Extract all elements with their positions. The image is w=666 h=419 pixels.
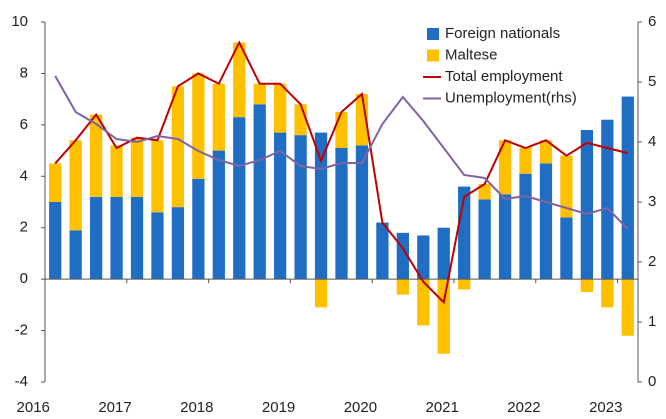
x-tick-label: 2019 — [262, 399, 295, 416]
y-tick-label: 6 — [20, 116, 28, 133]
x-tick-label: 2017 — [98, 399, 131, 416]
bar — [417, 235, 430, 280]
bar — [437, 227, 450, 280]
bar — [49, 202, 62, 280]
bar — [274, 83, 287, 133]
bar — [69, 140, 82, 231]
bar — [560, 217, 573, 280]
y-tick-label: 4 — [20, 167, 28, 184]
y2-tick-label: 5 — [648, 73, 656, 90]
bar — [478, 199, 491, 280]
bar — [151, 212, 164, 280]
y-tick-label: 8 — [20, 64, 28, 81]
bar — [274, 132, 287, 280]
bar — [335, 148, 348, 280]
y-tick-label: 10 — [11, 13, 28, 30]
bar — [580, 130, 594, 280]
bar — [130, 196, 144, 280]
bar — [498, 140, 512, 195]
bar — [171, 86, 185, 208]
bar — [69, 230, 82, 280]
bar — [294, 135, 307, 280]
y-tick-label: 0 — [20, 270, 28, 287]
bar — [314, 132, 328, 280]
bar — [498, 194, 512, 280]
bar — [519, 148, 532, 174]
bar — [355, 94, 369, 146]
bar — [437, 279, 450, 354]
x-tick-label: 2023 — [589, 399, 622, 416]
bar — [601, 119, 614, 280]
y2-tick-label: 2 — [648, 253, 656, 270]
bar — [396, 279, 409, 295]
legend-swatch — [427, 49, 439, 62]
y2-tick-label: 3 — [648, 193, 656, 210]
y-tick-label: -2 — [15, 322, 28, 339]
legend-label: Unemployment(rhs) — [445, 89, 577, 106]
bar — [212, 150, 225, 280]
bar — [376, 222, 389, 280]
x-tick-label: 2022 — [507, 399, 540, 416]
line — [54, 40, 629, 305]
bar — [212, 83, 225, 151]
bar — [89, 196, 103, 280]
bar — [233, 42, 246, 118]
bar — [560, 155, 573, 218]
legend-label: Maltese — [445, 46, 498, 63]
bar — [539, 163, 553, 280]
bar — [233, 117, 246, 280]
bar — [110, 196, 123, 280]
bar — [49, 163, 62, 202]
bar — [253, 83, 266, 105]
legend-label: Total employment — [445, 68, 563, 85]
bar — [294, 104, 307, 136]
bar — [253, 104, 266, 280]
y-tick-label: 2 — [20, 219, 28, 236]
x-tick-label: 2020 — [344, 399, 377, 416]
bar — [417, 279, 430, 326]
bar — [171, 207, 185, 280]
y-tick-label: -4 — [15, 373, 28, 390]
bar — [539, 140, 553, 164]
y2-tick-label: 0 — [648, 373, 656, 390]
y2-tick-label: 4 — [648, 133, 656, 150]
bar — [478, 184, 491, 200]
y2-tick-label: 1 — [648, 313, 656, 330]
legend-swatch — [427, 28, 439, 40]
bar — [335, 112, 348, 148]
bar — [151, 140, 164, 213]
bar — [314, 279, 328, 308]
bar — [130, 137, 144, 197]
bar — [621, 96, 634, 280]
x-tick-label: 2021 — [426, 399, 459, 416]
bar — [458, 279, 471, 290]
bar — [601, 279, 614, 308]
x-tick-label: 2016 — [17, 399, 50, 416]
bar — [519, 173, 532, 280]
y2-tick-label: 6 — [648, 13, 656, 30]
bar — [621, 279, 634, 336]
bar — [580, 279, 594, 292]
line — [54, 75, 629, 230]
bar — [89, 114, 103, 197]
bar — [192, 178, 205, 280]
bar — [355, 145, 369, 280]
bar — [110, 145, 123, 197]
x-tick-label: 2018 — [180, 399, 213, 416]
bar — [192, 73, 205, 179]
legend-label: Foreign nationals — [445, 25, 560, 42]
